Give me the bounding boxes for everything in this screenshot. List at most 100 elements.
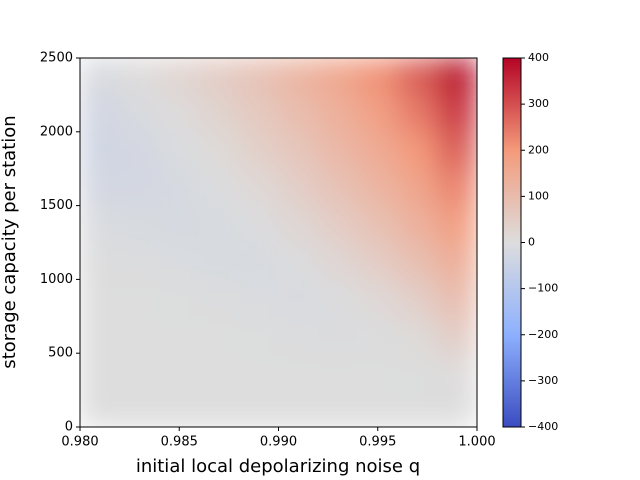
x-tick-label: 1.000 xyxy=(458,435,495,450)
heatmap-cell xyxy=(278,352,319,391)
colorbar-tick-label: 0 xyxy=(528,236,535,249)
heatmap-cell xyxy=(317,168,359,207)
heatmap-cell xyxy=(238,168,279,207)
x-tick-label: 0.995 xyxy=(359,435,396,450)
x-tick-label: 0.980 xyxy=(61,435,98,450)
heatmap-cell xyxy=(198,58,240,96)
heatmap-cell xyxy=(436,205,477,243)
heatmap-cell xyxy=(238,131,279,170)
heatmap-cell xyxy=(238,352,279,391)
heatmap-cell xyxy=(357,278,399,317)
x-tick-label: 0.990 xyxy=(260,435,297,450)
colorbar-tick-label: −400 xyxy=(528,420,558,433)
y-axis-label: storage capacity per station xyxy=(0,115,20,368)
heatmap-cell xyxy=(436,242,477,280)
y-tick-label: 1000 xyxy=(40,272,73,287)
heatmap-cell xyxy=(397,242,438,280)
heatmap-cell xyxy=(158,389,200,427)
heatmap-cell xyxy=(357,315,399,354)
y-tick-label: 2000 xyxy=(40,124,73,139)
heatmap-cell xyxy=(317,94,359,133)
heatmap-cell xyxy=(317,131,359,170)
heatmap-cell xyxy=(198,389,240,427)
heatmap-cell xyxy=(158,315,200,354)
heatmap-cell xyxy=(357,131,399,170)
heatmap-cell xyxy=(198,278,240,317)
heatmap-cell xyxy=(238,242,279,280)
heatmap-cell xyxy=(119,389,160,427)
heatmap-cell xyxy=(158,58,200,96)
heatmap-cell xyxy=(198,205,240,243)
colorbar-tick-label: 400 xyxy=(528,51,549,64)
heatmap-cell xyxy=(397,58,438,96)
y-tick-label: 500 xyxy=(48,346,73,361)
heatmap-cell xyxy=(80,389,121,427)
heatmap-cell xyxy=(397,94,438,133)
heatmap-cell xyxy=(317,58,359,96)
colorbar xyxy=(502,57,522,428)
heatmap-cell xyxy=(119,352,160,391)
colorbar-tick-label: −300 xyxy=(528,374,558,387)
heatmap-cell xyxy=(158,352,200,391)
heatmap-cell xyxy=(119,94,160,133)
heatmap-cell xyxy=(119,131,160,170)
heatmap-cell xyxy=(436,168,477,207)
x-tick-label: 0.985 xyxy=(161,435,198,450)
x-axis-label: initial local depolarizing noise q xyxy=(136,456,420,477)
heatmap-cell xyxy=(119,315,160,354)
heatmap-cell xyxy=(436,131,477,170)
heatmap-cell xyxy=(357,389,399,427)
heatmap-cell xyxy=(317,315,359,354)
heatmap-cell xyxy=(317,352,359,391)
heatmap-cell xyxy=(198,352,240,391)
heatmap-cell xyxy=(357,94,399,133)
heatmap-cell xyxy=(119,205,160,243)
heatmap-cell xyxy=(238,58,279,96)
heatmap-cell xyxy=(80,352,121,391)
heatmap-cell xyxy=(119,168,160,207)
heatmap-cell xyxy=(238,94,279,133)
heatmap-cell xyxy=(119,242,160,280)
heatmap-cell xyxy=(278,205,319,243)
heatmap-cell xyxy=(119,278,160,317)
heatmap-cell xyxy=(158,205,200,243)
y-tick-label: 0 xyxy=(65,420,73,435)
colorbar-tick-label: 300 xyxy=(528,97,549,110)
heatmap-cell xyxy=(80,315,121,354)
heatmap-cell xyxy=(158,94,200,133)
heatmap-cell xyxy=(238,389,279,427)
y-tick-label: 2500 xyxy=(40,51,73,66)
heatmap-cell xyxy=(397,389,438,427)
heatmap-cell xyxy=(80,242,121,280)
heatmap-cell xyxy=(436,352,477,391)
heatmap-cell xyxy=(158,131,200,170)
heatmap-cell xyxy=(357,205,399,243)
heatmap-cell xyxy=(119,58,160,96)
heatmap-cell xyxy=(238,315,279,354)
heatmap-cell xyxy=(198,131,240,170)
heatmap-cell xyxy=(238,205,279,243)
heatmap xyxy=(80,58,477,427)
heatmap-cell xyxy=(198,315,240,354)
heatmap-cell xyxy=(80,278,121,317)
heatmap-cell xyxy=(397,131,438,170)
heatmap-cell xyxy=(80,168,121,207)
heatmap-cell xyxy=(80,94,121,133)
heatmap-cell xyxy=(436,315,477,354)
heatmap-cell xyxy=(397,352,438,391)
heatmap-cell xyxy=(436,94,477,133)
heatmap-cell xyxy=(158,242,200,280)
heatmap-cell xyxy=(198,242,240,280)
heatmap-cell xyxy=(80,205,121,243)
heatmap-cell xyxy=(278,315,319,354)
colorbar-tick-label: 200 xyxy=(528,143,549,156)
heatmap-cell xyxy=(317,278,359,317)
heatmap-cell xyxy=(436,278,477,317)
heatmap-cell xyxy=(397,278,438,317)
heatmap-cell xyxy=(357,352,399,391)
colorbar-tick-label: 100 xyxy=(528,189,549,202)
heatmap-cell xyxy=(198,168,240,207)
heatmap-cell xyxy=(158,168,200,207)
y-tick-label: 1500 xyxy=(40,198,73,213)
